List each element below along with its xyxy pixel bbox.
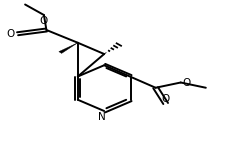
Text: O: O <box>181 78 190 87</box>
Text: O: O <box>161 94 169 104</box>
Text: O: O <box>40 16 48 26</box>
Text: N: N <box>98 112 105 123</box>
Text: O: O <box>6 29 14 39</box>
Polygon shape <box>59 43 78 53</box>
